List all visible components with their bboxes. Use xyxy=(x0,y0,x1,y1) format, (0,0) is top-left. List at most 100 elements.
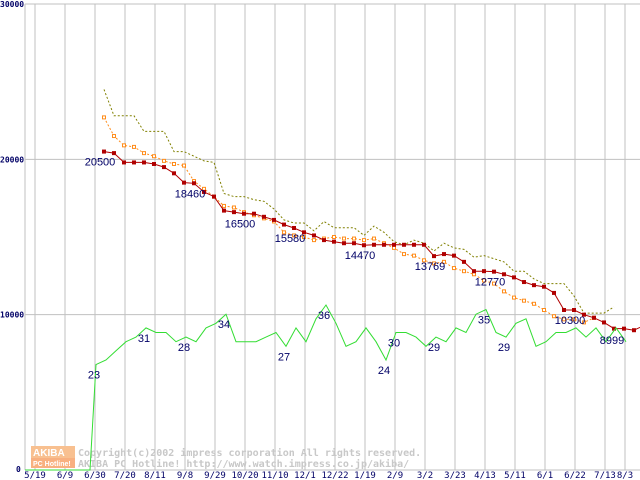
point-min-price xyxy=(592,315,596,320)
point-avg-price xyxy=(542,308,546,313)
point-min-price xyxy=(432,254,436,259)
data-label: 15580 xyxy=(275,233,306,245)
point-min-price xyxy=(622,326,626,331)
y-tick-label: 30000 xyxy=(0,0,24,9)
logo-top-text: AKIBA xyxy=(33,448,65,459)
point-min-price xyxy=(472,269,476,274)
point-avg-price xyxy=(582,320,586,325)
x-tick-label: 6/30 xyxy=(84,471,106,480)
x-tick-label: 3/23 xyxy=(444,471,466,480)
x-tick-label: 3/2 xyxy=(417,471,433,480)
data-label: 36 xyxy=(318,310,330,322)
point-min-price xyxy=(252,211,256,216)
series-layer xyxy=(25,89,640,471)
point-min-price xyxy=(602,320,606,325)
point-min-price xyxy=(632,328,636,333)
point-avg-price xyxy=(132,144,136,149)
point-avg-price xyxy=(502,289,506,294)
x-tick-label: 8/11 xyxy=(144,471,166,480)
point-min-price xyxy=(512,275,516,280)
point-avg-price xyxy=(122,143,126,148)
y-tick-label: 0 xyxy=(16,465,21,474)
x-tick-label: 7/13 xyxy=(594,471,616,480)
point-min-price xyxy=(532,283,536,288)
point-min-price xyxy=(482,269,486,274)
point-min-price xyxy=(162,165,166,170)
point-min-price xyxy=(182,180,186,185)
point-avg-price xyxy=(292,233,296,238)
point-avg-price xyxy=(302,235,306,239)
point-min-price xyxy=(402,242,406,247)
point-avg-price xyxy=(312,238,316,243)
x-tick-label: 11/10 xyxy=(261,471,288,480)
point-avg-price xyxy=(102,115,106,120)
point-min-price xyxy=(552,290,556,295)
y-tick-label: 20000 xyxy=(0,155,24,164)
point-min-price xyxy=(142,160,146,165)
point-avg-price xyxy=(372,236,376,241)
point-min-price xyxy=(192,181,196,186)
point-avg-price xyxy=(572,317,576,322)
data-label: 16500 xyxy=(225,219,256,231)
point-min-price xyxy=(102,149,106,154)
point-min-price xyxy=(392,242,396,247)
point-min-price xyxy=(382,242,386,247)
logo-bottom-text: PC Hotline! xyxy=(33,461,71,468)
x-tick-label: 7/20 xyxy=(114,471,136,480)
copyright-text: Copyright(c)2002 impress corporation All… xyxy=(78,447,421,459)
point-min-price xyxy=(332,239,336,244)
point-avg-price xyxy=(162,158,166,163)
point-min-price xyxy=(352,241,356,246)
point-min-price xyxy=(502,272,506,277)
point-min-price xyxy=(312,233,316,238)
point-min-price xyxy=(112,151,116,156)
series-line-max-price xyxy=(103,89,615,314)
x-tick-label: 6/22 xyxy=(564,471,586,480)
point-avg-price xyxy=(532,301,536,306)
point-min-price xyxy=(582,312,586,317)
point-avg-price xyxy=(442,259,446,264)
point-avg-price xyxy=(282,230,286,235)
point-avg-price xyxy=(562,317,566,322)
data-label: 27 xyxy=(278,351,290,363)
data-label: 18460 xyxy=(175,188,206,200)
series-line-shop-count xyxy=(25,304,627,471)
data-label: 31 xyxy=(138,333,150,345)
x-tick-label: 10/20 xyxy=(231,471,258,480)
data-label: 14470 xyxy=(345,250,376,262)
data-label: 24 xyxy=(378,365,390,377)
point-avg-price xyxy=(552,314,556,319)
data-label: 12770 xyxy=(475,277,506,289)
point-min-price xyxy=(572,308,576,313)
point-min-price xyxy=(522,280,526,285)
point-min-price xyxy=(122,160,126,165)
point-avg-price xyxy=(352,236,356,241)
data-label: 8999 xyxy=(600,335,624,347)
x-tick-label: 8/3 xyxy=(617,471,633,480)
x-tick-label: 4/13 xyxy=(474,471,496,480)
point-min-price xyxy=(272,217,276,222)
x-tick-label: 12/1 xyxy=(294,471,316,480)
point-min-price xyxy=(372,242,376,247)
data-labels: 20500 18460 16500 15580 14470 13769 12770 10300… xyxy=(85,157,625,382)
point-min-price xyxy=(462,259,466,264)
point-avg-price xyxy=(392,245,396,250)
point-avg-price xyxy=(482,278,486,283)
point-min-price xyxy=(442,252,446,257)
point-min-price xyxy=(222,208,226,213)
point-avg-price xyxy=(142,151,146,156)
x-tick-label: 5/19 xyxy=(24,471,46,480)
point-min-price xyxy=(262,214,266,219)
logo-top-bg xyxy=(31,446,75,458)
point-min-price xyxy=(452,253,456,258)
point-avg-price xyxy=(412,253,416,258)
data-label: 10300 xyxy=(555,315,586,327)
x-tick-label: 9/8 xyxy=(177,471,193,480)
point-min-price xyxy=(132,160,136,165)
point-avg-price xyxy=(342,236,346,241)
x-tick-label: 12/22 xyxy=(321,471,348,480)
point-avg-price xyxy=(152,154,156,159)
data-label: 34 xyxy=(218,319,230,331)
x-tick-label: 2/9 xyxy=(387,471,403,480)
